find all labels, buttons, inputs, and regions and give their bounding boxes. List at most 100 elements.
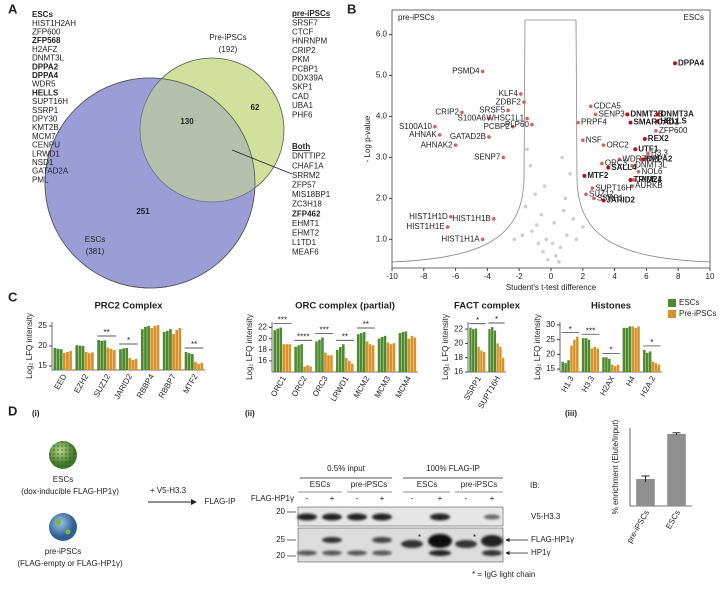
point-label: SRSF5 [479,105,505,114]
gene-name: KMT2B [32,123,59,132]
gene-name: H2AFZ [32,45,57,54]
point [546,258,550,262]
bar [109,348,113,370]
point-label: SALL4 [611,163,637,172]
bar [53,348,57,370]
bar [125,348,129,370]
band [455,540,477,548]
pre-cell-spot [65,529,71,535]
bar [339,347,342,372]
point-label: ZFP600 [659,126,688,135]
gene-name: MCM7 [32,132,56,141]
y-tick-label: 1.0 [376,234,388,243]
bar [75,345,79,370]
point-label: HIST1H1B [453,214,491,223]
bar [613,366,617,372]
bar [474,328,478,372]
y-tick-label: 6.0 [376,30,388,39]
legend-label: Pre-iPSCs [679,309,716,318]
bar [122,348,125,370]
venn-label: (381) [86,247,105,256]
y-tick-label: 25 [546,335,555,344]
bar [187,353,191,370]
point [534,223,539,227]
y-tick-label: 15 [546,364,555,373]
gene-name: PKM [292,55,310,64]
x-tick-label: SUZ12 [92,372,113,399]
point [581,225,585,229]
x-tick-label: EED [52,372,68,391]
point [520,233,525,238]
point [584,192,588,197]
point-label: ORC3 [605,159,628,168]
lane-sign: - [306,494,309,503]
y-axis-label: Log₂ LFQ intensity [441,314,450,380]
gene-name: DNTTIP2 [292,152,326,161]
bar [147,326,150,370]
gene-name: SUPT16H [32,97,68,106]
x-tick-label: MCM4 [394,374,414,399]
point [560,155,564,160]
bar [100,340,104,370]
venn-label: 130 [180,117,194,126]
point-label: CDCA5 [594,101,622,110]
point-label: NOL6 [641,167,662,176]
blot-header: 100% FLAG-IP [426,464,480,473]
point [631,178,636,182]
bar [667,434,686,506]
x-tick-label: -2 [516,272,524,281]
bar [407,338,411,372]
point-label: TRIM24 [634,175,663,184]
band [401,540,423,548]
lane-sign: - [465,494,468,503]
bar [616,364,620,372]
point [449,215,453,219]
bar [347,360,351,372]
bar [279,327,283,372]
point-label: HELLS [661,116,688,125]
y-tick-label: 4.0 [376,112,388,121]
band-label: V5-H3.3 [531,512,561,521]
y-tick-label: 25 [38,321,47,330]
point [525,147,529,152]
asterisk-mark: * [473,533,476,542]
y-axis-label: Log₂ LFQ intensity [25,313,34,379]
bar [175,330,179,370]
list-title: ESCs [32,10,53,19]
point-label: PLP60 [505,120,530,129]
gene-name: DPY30 [32,115,58,124]
gene-name: NSD1 [32,158,54,167]
bar [97,340,100,370]
point [655,119,660,124]
bar [398,333,402,372]
band [484,514,500,520]
bar [634,327,637,372]
schematic-label: pre-iPSCs [45,547,81,556]
point-label: JADE1 [637,175,662,184]
y-tick-label: 20 [258,334,267,343]
point [571,217,576,221]
x-tick-label: RBBP7 [157,372,178,400]
bar [491,327,494,372]
x-tick-label: H4 [624,374,637,388]
band-label: FLAG-HP1γ [531,535,574,544]
band [428,534,452,548]
x-tick-label: -6 [452,272,460,281]
venn-esc-outline [44,77,256,289]
bar [162,332,166,370]
point-label: SMARCAD1 [634,118,680,127]
point [511,124,515,129]
bar [273,330,277,372]
blot-note: * = IgG light chain [472,570,535,579]
bar [178,328,182,370]
bands [297,513,503,556]
gene-name: ZC3H18 [292,200,322,209]
point-label: PSMD4 [452,67,480,76]
bar [156,325,160,370]
point [460,110,464,115]
row-label: FLAG-HP1γ [251,494,294,503]
significance-label: * [609,345,612,354]
schematic-label: + V5-H3.3 [150,486,187,495]
band [372,513,392,521]
